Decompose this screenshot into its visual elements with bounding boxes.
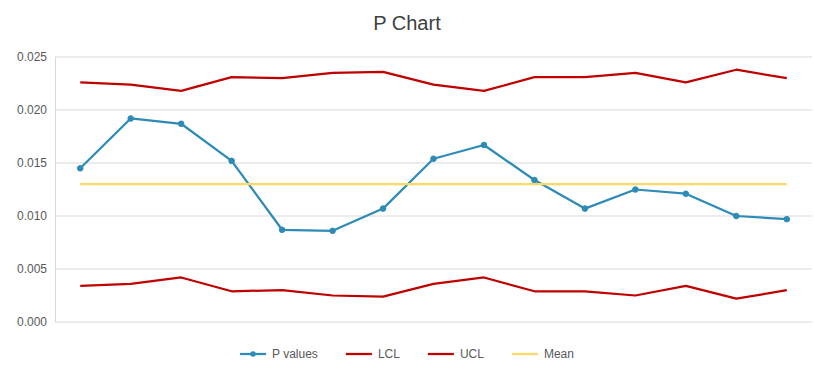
y-tick-label: 0.020 xyxy=(17,103,47,117)
legend-item: LCL xyxy=(346,347,400,361)
series-marker xyxy=(380,206,386,212)
legend-label: P values xyxy=(272,347,318,361)
y-tick-label: 0.025 xyxy=(17,50,47,64)
legend-swatch xyxy=(428,353,454,355)
y-tick: 0.025 xyxy=(17,50,55,64)
grid-line xyxy=(55,163,812,164)
grid-line xyxy=(55,57,812,58)
series-marker xyxy=(582,206,588,212)
series-marker xyxy=(683,191,689,197)
series-marker xyxy=(77,166,83,172)
series-marker xyxy=(330,228,336,234)
y-axis: 0.000 0.005 0.010 0.015 0.020 0.025 xyxy=(17,50,56,329)
y-axis-line xyxy=(55,58,56,323)
y-tick-label: 0.015 xyxy=(17,156,47,170)
series-marker xyxy=(633,187,639,193)
chart: P Chart 0.000 0.005 0.010 0.015 0.020 0.025 P v… xyxy=(0,0,814,379)
plot-area xyxy=(77,70,789,299)
grid-line xyxy=(55,322,812,323)
y-tick-label: 0.010 xyxy=(17,209,47,223)
y-tick: 0.020 xyxy=(17,103,55,117)
series-line xyxy=(80,70,787,91)
legend: P values LCL UCL Mean xyxy=(240,347,574,361)
series-marker xyxy=(431,156,437,162)
y-tick: 0.005 xyxy=(17,262,55,276)
series-line xyxy=(80,118,787,230)
series-line xyxy=(80,277,787,298)
series-marker xyxy=(229,158,235,164)
series-marker xyxy=(734,213,740,219)
grid-line xyxy=(55,216,812,217)
series-marker xyxy=(128,116,134,122)
legend-item: P values xyxy=(240,347,318,361)
series-marker xyxy=(178,121,184,127)
legend-item: Mean xyxy=(512,347,574,361)
series-marker xyxy=(784,216,790,222)
legend-label: Mean xyxy=(544,347,574,361)
grid-line xyxy=(55,110,812,111)
y-tick: 0.015 xyxy=(17,156,55,170)
legend-marker xyxy=(250,351,256,357)
title: P Chart xyxy=(373,12,441,34)
series-line xyxy=(80,183,787,185)
legend-label: UCL xyxy=(460,347,484,361)
y-tick: 0.000 xyxy=(17,315,55,329)
series-marker xyxy=(481,142,487,148)
legend-swatch xyxy=(512,353,538,355)
legend-item: UCL xyxy=(428,347,484,361)
legend-swatch xyxy=(346,353,372,355)
y-tick-label: 0.000 xyxy=(17,315,47,329)
series-marker xyxy=(532,177,538,183)
y-tick-label: 0.005 xyxy=(17,262,47,276)
legend-label: LCL xyxy=(378,347,400,361)
y-tick: 0.010 xyxy=(17,209,55,223)
grid xyxy=(55,57,812,322)
grid-line xyxy=(55,269,812,270)
series-marker xyxy=(279,227,285,233)
